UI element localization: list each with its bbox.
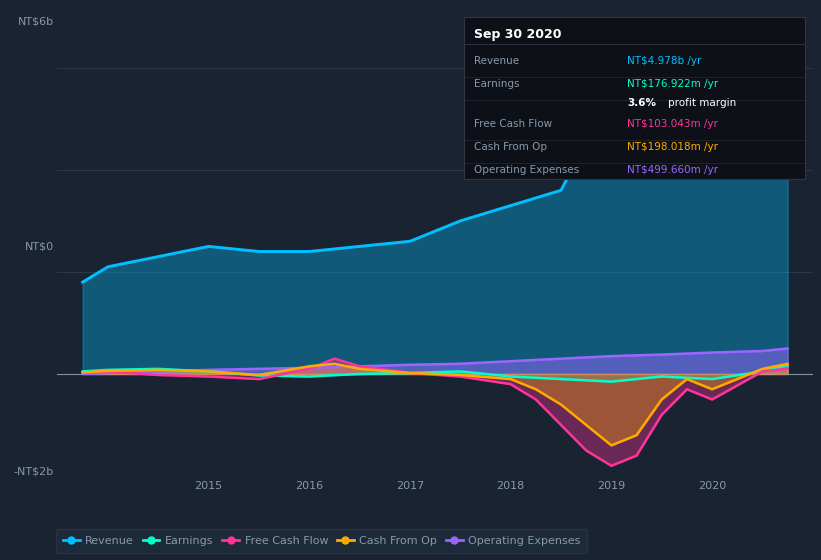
Text: -NT$2b: -NT$2b [13, 466, 53, 476]
Text: NT$6b: NT$6b [17, 17, 53, 27]
Text: 3.6%: 3.6% [627, 98, 657, 108]
Text: NT$103.043m /yr: NT$103.043m /yr [627, 119, 718, 129]
Legend: Revenue, Earnings, Free Cash Flow, Cash From Op, Operating Expenses: Revenue, Earnings, Free Cash Flow, Cash … [57, 529, 587, 553]
Text: Earnings: Earnings [474, 78, 520, 88]
Text: profit margin: profit margin [668, 98, 736, 108]
Text: NT$176.922m /yr: NT$176.922m /yr [627, 78, 718, 88]
Text: Free Cash Flow: Free Cash Flow [474, 119, 553, 129]
Text: Cash From Op: Cash From Op [474, 142, 547, 152]
Text: NT$0: NT$0 [25, 241, 53, 251]
Text: NT$4.978b /yr: NT$4.978b /yr [627, 56, 702, 66]
Text: NT$198.018m /yr: NT$198.018m /yr [627, 142, 718, 152]
Text: NT$499.660m /yr: NT$499.660m /yr [627, 165, 718, 175]
Text: Operating Expenses: Operating Expenses [474, 165, 580, 175]
Text: Sep 30 2020: Sep 30 2020 [474, 28, 562, 41]
Text: Revenue: Revenue [474, 56, 519, 66]
